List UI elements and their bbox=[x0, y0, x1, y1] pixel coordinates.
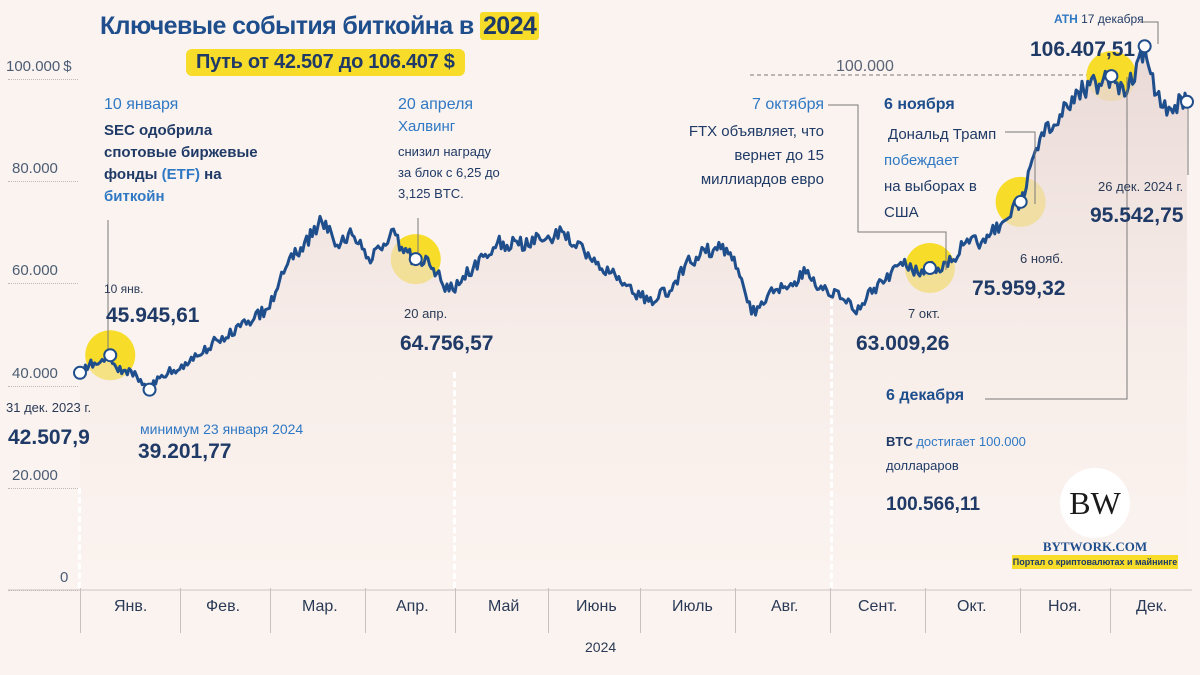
x-axis-year: 2024 bbox=[585, 639, 617, 655]
dec-value: 100.566,11 bbox=[886, 494, 981, 515]
start-value: 42.507,9 bbox=[8, 426, 90, 449]
month-jul: Июль bbox=[672, 598, 713, 615]
point-ath bbox=[1137, 39, 1152, 54]
guide-start bbox=[78, 488, 81, 588]
month-nov: Ноя. bbox=[1048, 598, 1082, 615]
gridline bbox=[8, 386, 78, 387]
connector-dec bbox=[985, 77, 1128, 400]
month-jun: Июнь bbox=[576, 598, 617, 615]
point-start bbox=[73, 365, 87, 380]
month-tick bbox=[548, 588, 549, 633]
point-apr bbox=[408, 252, 423, 267]
min-date: минимум 23 января 2024 bbox=[140, 421, 304, 437]
logo-tagline: Портал о криптовалютах и майнинге bbox=[1012, 555, 1178, 569]
ytick-40000: 40.000 bbox=[12, 365, 58, 382]
oct-date: 7 октября bbox=[752, 96, 824, 113]
price-area bbox=[80, 46, 1187, 591]
ref-line-label: 100.000 bbox=[836, 58, 894, 75]
month-jan: Янв. bbox=[114, 598, 148, 615]
month-tick bbox=[830, 588, 831, 633]
bytwork-logo: BW bbox=[1060, 468, 1130, 538]
connector-nov bbox=[1005, 131, 1036, 204]
gridline bbox=[8, 283, 78, 284]
month-sep: Сент. bbox=[858, 598, 898, 615]
nov-date: 6 ноября bbox=[884, 96, 955, 113]
chart-subtitle: Путь от 42.507 до 106.407 $ bbox=[186, 49, 465, 76]
month-tick bbox=[180, 588, 181, 633]
oct-value: 63.009,26 bbox=[856, 332, 950, 355]
point-min bbox=[142, 382, 157, 397]
min-value: 39.201,77 bbox=[138, 440, 232, 463]
ytick-100000: 100.000 $ bbox=[6, 58, 72, 75]
month-may: Май bbox=[488, 598, 520, 615]
month-dec: Дек. bbox=[1136, 598, 1168, 615]
jan-note: SEC одобрила спотовые биржевые фонды (ET… bbox=[104, 122, 258, 205]
jan-value: 45.945,61 bbox=[106, 304, 200, 327]
month-aug: Авг. bbox=[771, 598, 799, 615]
connector-ath bbox=[1140, 21, 1159, 44]
point-jan bbox=[103, 348, 118, 363]
point-nov bbox=[1013, 194, 1028, 209]
chart-title: Ключевые события биткойна в 2024 bbox=[100, 12, 540, 41]
month-tick bbox=[365, 588, 366, 633]
month-tick bbox=[455, 588, 456, 633]
ytick-80000: 80.000 bbox=[12, 160, 58, 177]
apr-date: 20 апреля bbox=[398, 96, 474, 113]
point-end bbox=[1180, 94, 1194, 109]
month-feb: Фев. bbox=[206, 598, 241, 615]
gridline bbox=[8, 181, 78, 182]
ytick-0: 0 bbox=[60, 569, 69, 586]
nov-value: 75.959,32 bbox=[972, 277, 1066, 300]
month-tick bbox=[1110, 588, 1111, 633]
point-dec bbox=[1104, 69, 1119, 84]
nov-note: Дональд Трамп побеждает на выборах в США bbox=[884, 126, 997, 221]
dec-date: 6 декабря bbox=[886, 387, 965, 404]
oct-note: FTX объявляет, что вернет до 15 миллиард… bbox=[688, 123, 824, 188]
jan-date: 10 января bbox=[104, 96, 179, 113]
ath-value: 106.407,51 bbox=[1030, 38, 1136, 61]
logo-name: BYTWORK.COM bbox=[1042, 539, 1148, 554]
apr-short: 20 апр. bbox=[404, 306, 448, 321]
ytick-20000: 20.000 bbox=[12, 467, 58, 484]
month-tick bbox=[1020, 588, 1021, 633]
dec-note: BTC достигает 100.000 доллараров bbox=[886, 434, 1026, 473]
start-date: 31 дек. 2023 г. bbox=[6, 400, 92, 415]
month-tick bbox=[925, 588, 926, 633]
guide-oct bbox=[830, 300, 833, 588]
ytick-60000: 60.000 bbox=[12, 262, 58, 279]
month-oct: Окт. bbox=[957, 598, 987, 615]
month-tick bbox=[640, 588, 641, 633]
month-tick bbox=[735, 588, 736, 633]
end-value: 95.542,75 bbox=[1090, 204, 1184, 227]
point-oct bbox=[922, 261, 937, 276]
price-line bbox=[78, 44, 1189, 392]
month-tick bbox=[270, 588, 271, 633]
jan-short: 10 янв. bbox=[104, 282, 144, 296]
gridline bbox=[8, 79, 78, 80]
gridline bbox=[8, 488, 78, 489]
month-mar: Мар. bbox=[302, 598, 338, 615]
month-tick bbox=[80, 588, 81, 633]
title-year: 2024 bbox=[480, 12, 540, 40]
apr-l1: Халвинг bbox=[398, 118, 456, 135]
month-apr: Апр. bbox=[396, 598, 429, 615]
apr-note: снизил награду за блок с 6,25 до 3,125 B… bbox=[398, 144, 500, 201]
oct-short: 7 окт. bbox=[908, 306, 941, 321]
connector-oct bbox=[828, 104, 947, 270]
apr-value: 64.756,57 bbox=[400, 332, 494, 355]
ath-label: ATH 17 декабря bbox=[1054, 12, 1144, 26]
end-date: 26 дек. 2024 г. bbox=[1098, 179, 1184, 194]
guide-apr bbox=[453, 372, 456, 588]
title-text: Ключевые события биткойна в bbox=[100, 12, 474, 40]
nov-short: 6 нояб. bbox=[1020, 251, 1064, 266]
